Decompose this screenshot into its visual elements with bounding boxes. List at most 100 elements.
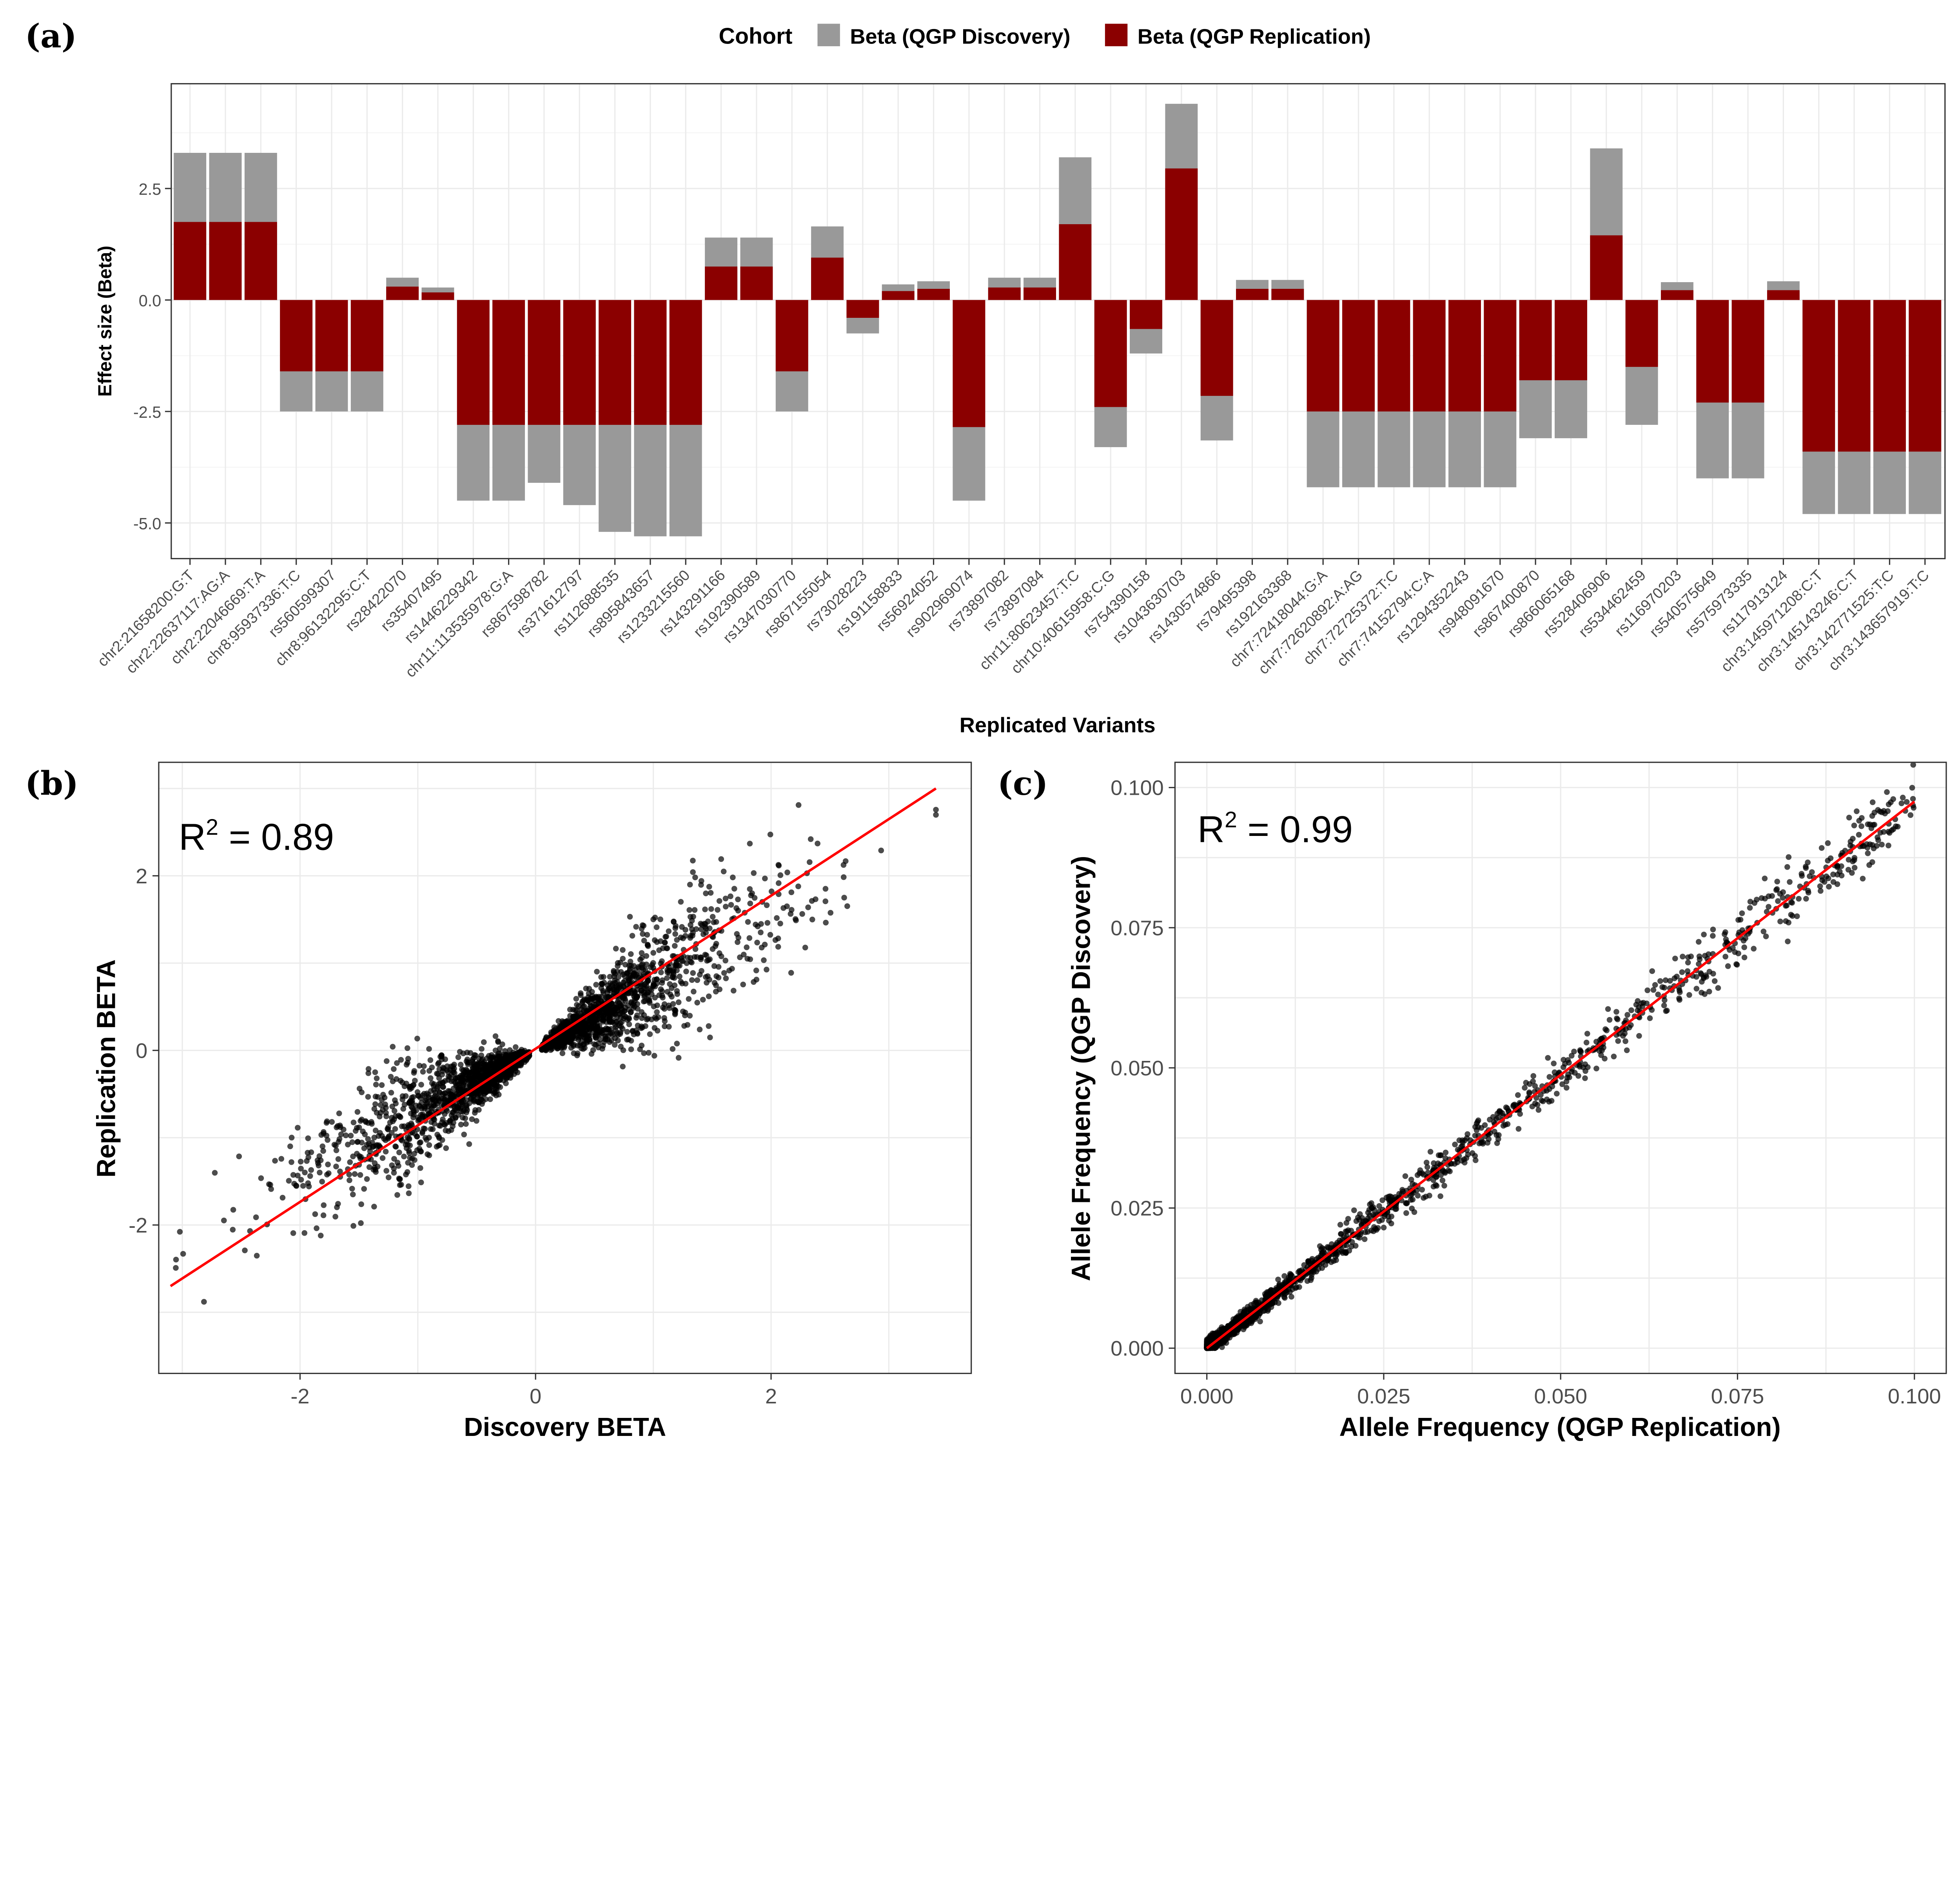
data-point	[391, 1156, 397, 1162]
data-point	[1786, 854, 1792, 860]
data-point	[622, 1008, 628, 1014]
data-point	[1402, 1173, 1408, 1179]
data-point	[392, 1097, 398, 1103]
data-point	[298, 1158, 304, 1165]
data-point	[1437, 1152, 1443, 1158]
data-point	[822, 898, 829, 905]
data-point	[492, 1048, 499, 1053]
data-point	[475, 1092, 481, 1098]
data-point	[377, 1102, 384, 1108]
data-point	[1379, 1197, 1385, 1203]
data-point	[1628, 1007, 1634, 1013]
data-point	[1741, 944, 1748, 950]
y-tick-label: 0.050	[1111, 1057, 1164, 1080]
data-point	[702, 906, 708, 912]
data-point	[1276, 1300, 1281, 1306]
data-point	[374, 1075, 380, 1081]
data-point	[1337, 1222, 1343, 1228]
data-point	[710, 914, 716, 920]
y-tick-label: 0.025	[1111, 1197, 1164, 1220]
data-point	[735, 896, 741, 903]
data-point	[1747, 905, 1753, 911]
bar-replication	[1448, 300, 1481, 411]
data-point	[730, 988, 737, 994]
data-point	[635, 964, 641, 970]
data-point	[1710, 933, 1716, 939]
data-point	[460, 1109, 466, 1115]
data-point	[405, 1134, 410, 1140]
data-point	[316, 1153, 323, 1159]
data-point	[638, 981, 644, 987]
data-point	[1787, 879, 1793, 885]
x-axis-title-c: Allele Frequency (QGP Replication)	[1339, 1412, 1781, 1442]
data-point	[586, 1006, 592, 1012]
data-point	[466, 1141, 472, 1147]
data-point	[372, 1167, 379, 1173]
data-point	[612, 1035, 618, 1041]
data-point	[480, 1098, 486, 1104]
data-point	[1535, 1107, 1542, 1113]
data-point	[715, 907, 720, 913]
data-point	[383, 1149, 389, 1155]
data-point	[383, 1168, 390, 1174]
data-point	[775, 944, 781, 950]
data-point	[1419, 1187, 1425, 1193]
data-point	[710, 946, 716, 952]
data-point	[713, 941, 719, 947]
bar-replication	[280, 300, 313, 372]
data-point	[577, 1033, 583, 1039]
data-point	[583, 986, 589, 992]
data-point	[762, 876, 768, 881]
data-point	[471, 1077, 477, 1082]
data-point	[1854, 808, 1860, 814]
bar-replication	[953, 300, 985, 427]
data-point	[414, 1133, 420, 1140]
data-point	[478, 1052, 485, 1059]
data-point	[418, 1111, 424, 1118]
data-point	[594, 1021, 600, 1026]
data-point	[721, 970, 727, 976]
data-point	[767, 932, 773, 938]
data-point	[1715, 985, 1721, 991]
data-point	[1282, 1280, 1288, 1287]
data-point	[747, 841, 753, 847]
data-point	[411, 1070, 417, 1076]
data-point	[305, 1135, 311, 1141]
data-point	[1343, 1250, 1349, 1256]
data-point	[638, 988, 644, 993]
data-point	[1780, 895, 1786, 901]
data-point	[671, 1007, 677, 1013]
data-point	[440, 1116, 446, 1122]
data-point	[626, 977, 632, 984]
data-point	[350, 1191, 356, 1198]
r-squared-c-prefix: R	[1198, 808, 1225, 850]
data-point	[639, 1015, 645, 1021]
r-squared-c-value: = 0.99	[1237, 808, 1353, 850]
data-point	[409, 1162, 415, 1168]
data-point	[1671, 975, 1678, 981]
data-point	[358, 1220, 364, 1226]
data-point	[573, 996, 579, 1002]
data-point	[329, 1119, 335, 1125]
data-point	[435, 1084, 441, 1090]
data-point	[1785, 938, 1791, 944]
y-tick-label: -2	[129, 1214, 147, 1237]
data-point	[1367, 1213, 1373, 1219]
data-point	[559, 1050, 566, 1056]
data-point	[650, 983, 656, 989]
data-point	[1659, 984, 1665, 990]
data-point	[645, 978, 651, 984]
data-point	[440, 1084, 446, 1090]
data-point	[394, 1192, 400, 1198]
data-point	[413, 1108, 419, 1113]
data-point	[1534, 1095, 1539, 1101]
data-point	[383, 1058, 390, 1064]
data-point	[1762, 895, 1768, 902]
data-point	[1568, 1069, 1575, 1075]
data-point	[1263, 1305, 1269, 1311]
data-point	[1463, 1155, 1470, 1161]
data-point	[302, 1169, 308, 1176]
data-point	[298, 1176, 304, 1183]
data-point	[320, 1212, 327, 1218]
data-point	[1796, 895, 1802, 902]
